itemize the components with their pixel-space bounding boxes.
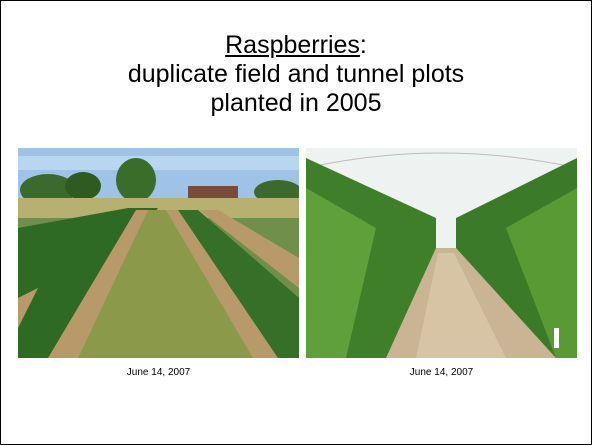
slide-title: Raspberries: duplicate field and tunnel … <box>1 31 591 118</box>
field-photo <box>18 148 299 358</box>
title-underlined: Raspberries <box>225 31 360 59</box>
title-line: planted in 2005 <box>210 89 382 117</box>
title-suffix: : <box>359 31 367 59</box>
title-line: Raspberries: <box>1 31 591 60</box>
tunnel-photo <box>306 148 577 358</box>
photo-caption: June 14, 2007 <box>126 367 191 378</box>
title-line: duplicate field and tunnel plots <box>127 60 465 88</box>
photo-caption: June 14, 2007 <box>409 367 474 378</box>
